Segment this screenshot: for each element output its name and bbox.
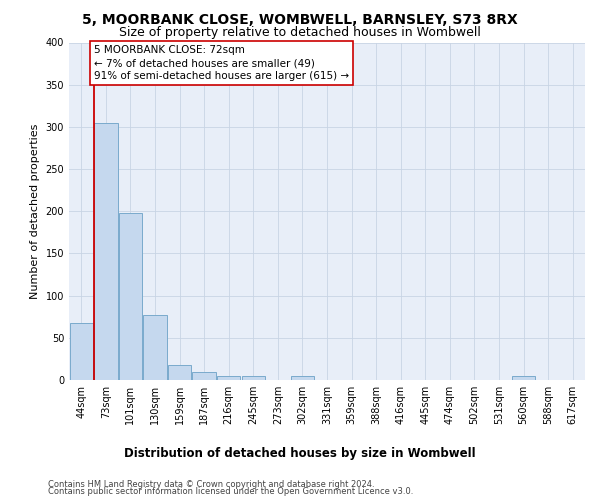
Text: 5, MOORBANK CLOSE, WOMBWELL, BARNSLEY, S73 8RX: 5, MOORBANK CLOSE, WOMBWELL, BARNSLEY, S… xyxy=(82,12,518,26)
Bar xyxy=(119,213,142,380)
Bar xyxy=(512,376,535,380)
Text: Size of property relative to detached houses in Wombwell: Size of property relative to detached ho… xyxy=(119,26,481,39)
Bar xyxy=(70,322,93,380)
Text: Distribution of detached houses by size in Wombwell: Distribution of detached houses by size … xyxy=(124,448,476,460)
Y-axis label: Number of detached properties: Number of detached properties xyxy=(30,124,40,299)
Bar xyxy=(193,372,216,380)
Bar xyxy=(143,315,167,380)
Bar xyxy=(94,122,118,380)
Bar xyxy=(242,376,265,380)
Text: Contains HM Land Registry data © Crown copyright and database right 2024.: Contains HM Land Registry data © Crown c… xyxy=(48,480,374,489)
Text: 5 MOORBANK CLOSE: 72sqm
← 7% of detached houses are smaller (49)
91% of semi-det: 5 MOORBANK CLOSE: 72sqm ← 7% of detached… xyxy=(94,45,349,82)
Bar xyxy=(217,376,241,380)
Text: Contains public sector information licensed under the Open Government Licence v3: Contains public sector information licen… xyxy=(48,487,413,496)
Bar xyxy=(168,365,191,380)
Bar xyxy=(291,376,314,380)
